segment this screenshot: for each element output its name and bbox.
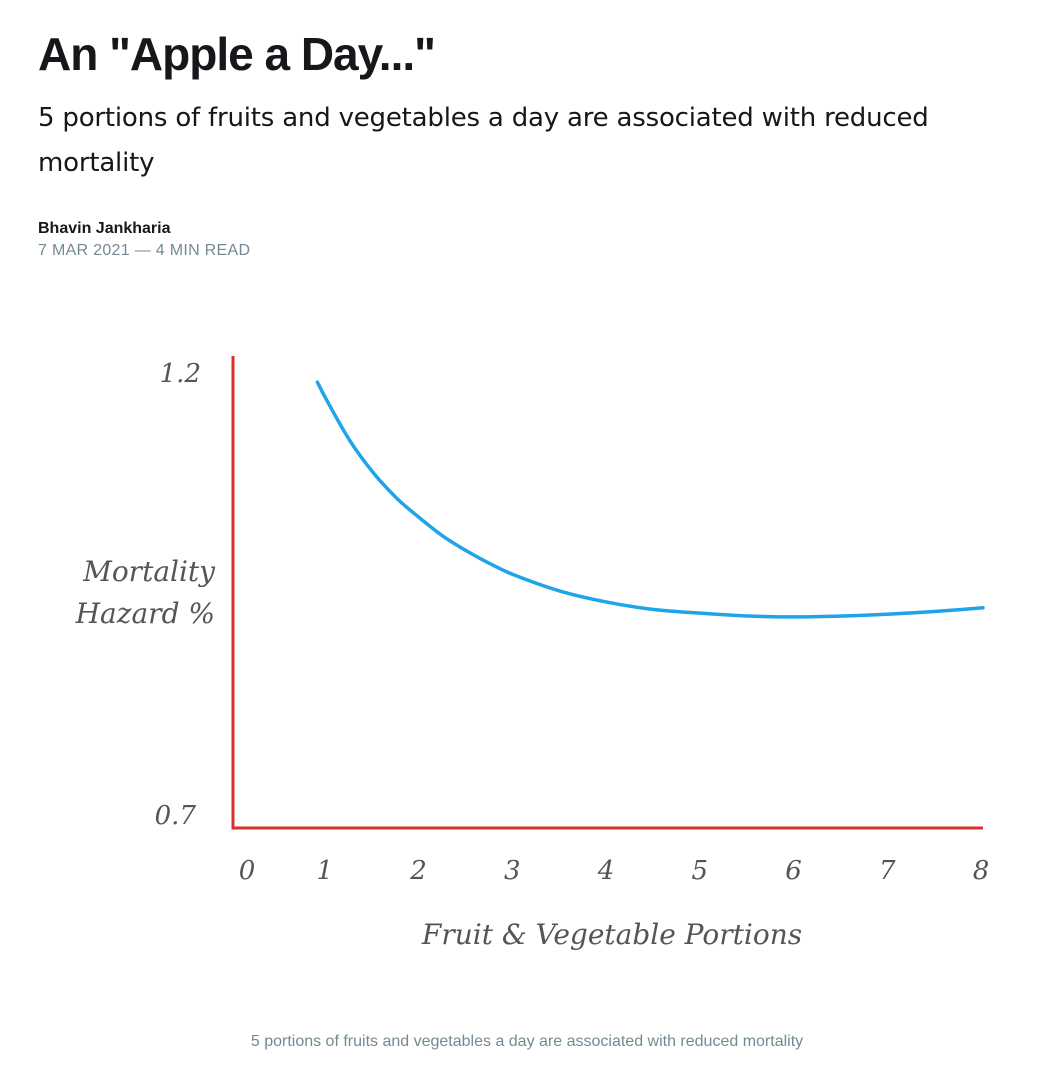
x-tick-label: 3 [504,856,521,886]
byline: Bhavin Jankharia 7 MAR 2021 — 4 MIN READ [38,218,250,262]
meta-separator: — [134,242,151,259]
y-ticks: 1.2 0.7 [155,359,201,831]
x-tick-label: 5 [691,856,708,886]
x-tick-label: 1 [316,856,333,886]
x-tick-label: 8 [973,856,990,886]
series-line [315,380,985,619]
article-subtitle: 5 portions of fruits and vegetables a da… [38,103,929,178]
y-axis-title-line: Mortality [82,555,216,588]
article-title: An "Apple a Day..." [38,28,436,80]
article-header: An "Apple a Day..." 5 portions of fruits… [38,0,1018,186]
figure-caption: 5 portions of fruits and vegetables a da… [250,1033,804,1050]
series [315,380,985,619]
post-meta: 7 MAR 2021 — 4 MIN READ [38,240,250,262]
chart-figure: Mortality Hazard % 1.2 0.7 0 1 2 3 4 5 6 7 8 Fruit… [0,300,1054,1020]
x-tick-label: 0 [239,856,256,886]
x-tick-label: 2 [409,856,427,886]
author-link[interactable]: Bhavin Jankharia [38,220,171,237]
x-ticks: 0 1 2 3 4 5 6 7 8 [239,856,990,886]
y-tick-label: 0.7 [155,801,197,831]
x-axis-title: Fruit & Vegetable Portions [421,918,802,951]
y-axis-title: Mortality Hazard % [75,555,217,630]
post-date: 7 MAR 2021 [38,242,130,259]
x-axis-title: Fruit & Vegetable Portions [421,918,802,951]
y-axis-title-line: Hazard % [75,597,215,630]
read-time: 4 MIN READ [155,242,251,259]
x-tick-label: 6 [785,856,802,886]
x-tick-label: 4 [597,856,615,886]
line-chart: Mortality Hazard % 1.2 0.7 0 1 2 3 4 5 6 7 8 Fruit… [75,356,990,951]
x-tick-label: 7 [879,856,896,886]
y-tick-label: 1.2 [160,359,201,389]
axes [231,356,983,830]
